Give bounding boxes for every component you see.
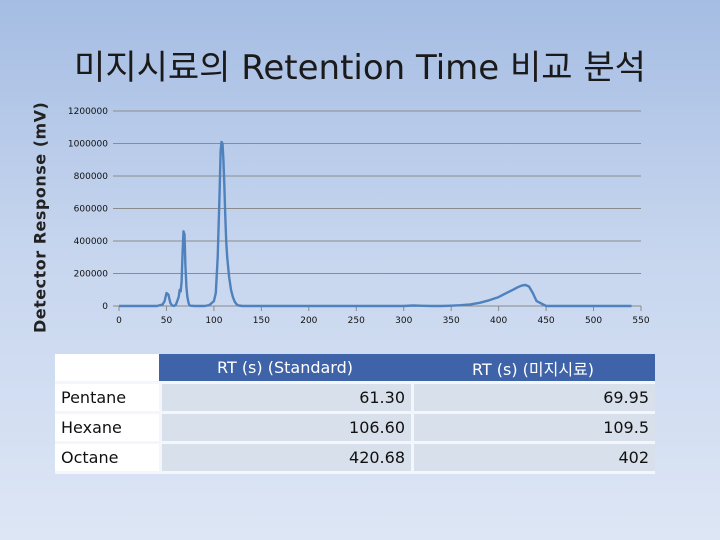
- series-line: [119, 140, 632, 308]
- x-tick-label: 250: [348, 316, 365, 326]
- y-tick-label: 600000: [74, 205, 109, 215]
- rt-standard: 420.68: [159, 444, 411, 474]
- y-tick-label: 800000: [74, 172, 109, 182]
- y-tick-label: 200000: [74, 270, 109, 280]
- x-tick-label: 100: [205, 316, 222, 326]
- x-tick-label: 50: [161, 316, 173, 326]
- row-name: Octane: [55, 444, 159, 474]
- table-row: Hexane 106.60 109.5: [55, 414, 655, 444]
- x-tick-label: 400: [490, 316, 507, 326]
- y-tick-label: 0: [102, 302, 108, 312]
- x-tick-label: 350: [443, 316, 460, 326]
- chromatogram-chart: 0 200000 400000 600000 800000 1000000 1200000 0…: [68, 107, 650, 326]
- row-name: Pentane: [55, 384, 159, 414]
- x-tick-label: 550: [632, 316, 649, 326]
- row-name: Hexane: [55, 414, 159, 444]
- rt-standard: 61.30: [159, 384, 411, 414]
- retention-time-table: RT (s) (Standard) RT (s) (미지시료) Pentane …: [55, 354, 655, 474]
- x-tick-label: 0: [116, 316, 122, 326]
- x-tick-label: 200: [300, 316, 317, 326]
- rt-sample: 402: [411, 444, 655, 474]
- slide-title: 미지시료의 Retention Time 비교 분석: [74, 48, 646, 88]
- table-header-sample: RT (s) (미지시료): [411, 354, 655, 384]
- table-header-row: RT (s) (Standard) RT (s) (미지시료): [55, 354, 655, 384]
- x-tick-label: 300: [395, 316, 412, 326]
- x-tick-label: 150: [253, 316, 270, 326]
- rt-standard: 106.60: [159, 414, 411, 444]
- table-row: Pentane 61.30 69.95: [55, 384, 655, 414]
- x-tick-label: 500: [585, 316, 602, 326]
- rt-sample: 69.95: [411, 384, 655, 414]
- y-tick-label: 1000000: [68, 140, 108, 150]
- table-header-blank: [55, 354, 159, 384]
- rt-sample: 109.5: [411, 414, 655, 444]
- table-row: Octane 420.68 402: [55, 444, 655, 474]
- y-tick-label: 1200000: [68, 107, 108, 117]
- x-tick-label: 450: [537, 316, 554, 326]
- table-header-standard: RT (s) (Standard): [159, 354, 411, 384]
- y-tick-label: 400000: [74, 237, 109, 247]
